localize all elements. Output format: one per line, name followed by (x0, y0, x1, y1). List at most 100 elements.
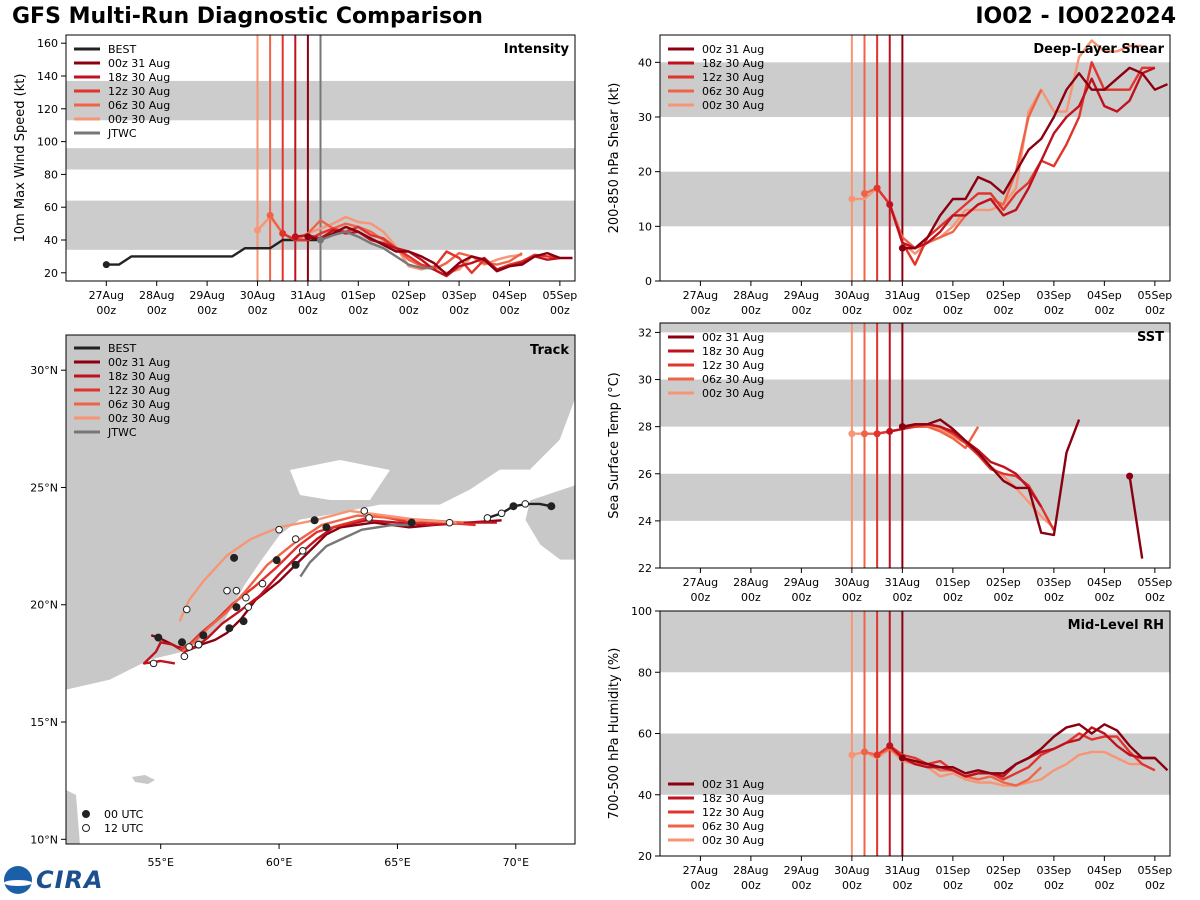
rh-xtick-label: 00z (1145, 879, 1165, 892)
gulf-water (290, 460, 390, 500)
intensity-panel: 20 40 60 80 100 120 140 160 27Aug 00z 28Aug 00z 29Au… (13, 34, 577, 317)
track-legend-label: BEST (108, 342, 136, 355)
rh-series-line (902, 723, 1169, 775)
track-xtick-label: 60°E (266, 856, 292, 869)
intensity-xtick-label: 27Aug (89, 289, 124, 302)
track-marker-12utc (180, 652, 189, 661)
land-mass (66, 790, 80, 844)
sst-band (660, 323, 1170, 333)
track-xtick-label: 65°E (384, 856, 410, 869)
rh-xtick-label: 00z (842, 879, 862, 892)
track-marker-12utc (244, 603, 253, 611)
shear-xtick-label: 30Aug (834, 289, 869, 302)
track-frame (65, 334, 576, 845)
shear-xtick-label: 27Aug (683, 289, 718, 302)
shear-series-start-dot (898, 244, 906, 252)
shear-ytick-label: 0 (645, 275, 652, 288)
rh-xtick-label: 04Sep (1087, 864, 1122, 877)
sst-xtick-label: 00z (1145, 591, 1165, 604)
sst-ytick-label: 30 (638, 374, 652, 387)
intensity-series-start-dot (102, 261, 110, 269)
intensity-plot-area (66, 35, 575, 281)
shear-series-start-dot (848, 195, 856, 203)
rh-xtick-label: 05Sep (1137, 864, 1172, 877)
sst-series-start-dot (848, 430, 856, 438)
track-marker-12utc (223, 586, 231, 595)
rh-xtick-label: 00z (892, 879, 912, 892)
sst-xtick-label: 00z (943, 591, 963, 604)
track-title: Track (530, 343, 569, 358)
intensity-ylabel: 10m Max Wind Speed (kt) (13, 74, 28, 243)
intensity-xtick-label: 04Sep (492, 289, 527, 302)
intensity-legend-label: 00z 30 Aug (108, 113, 170, 126)
shear-xtick-label: 05Sep (1137, 289, 1172, 302)
sst-xtick-label: 00z (842, 591, 862, 604)
shear-ytick-label: 30 (638, 111, 652, 124)
track-line (299, 523, 410, 578)
rh-xtick-label: 03Sep (1036, 864, 1071, 877)
rh-ytick-label: 20 (638, 850, 652, 863)
storm-id: IO02 - IO022024 (975, 4, 1176, 29)
intensity-series-start-dot (266, 211, 274, 219)
intensity-series-start-dot (291, 233, 299, 241)
shear-xtick-label: 00z (1145, 304, 1165, 317)
intensity-xtick-label: 00z (399, 304, 419, 317)
rh-xtick-label: 00z (993, 879, 1013, 892)
shear-plot-area (660, 35, 1170, 281)
intensity-series-start-dot (254, 226, 262, 234)
sst-series-start-dot (1126, 472, 1134, 480)
sst-series-start-dot (886, 427, 894, 435)
intensity-frame (65, 34, 576, 282)
intensity-ytick-label: 140 (37, 70, 58, 83)
rh-xtick-label: 30Aug (834, 864, 869, 877)
shear-xtick-label: 00z (993, 304, 1013, 317)
shear-ytick-label: 10 (638, 220, 652, 233)
intensity-xtick-label: 30Aug (240, 289, 275, 302)
sst-xtick-label: 00z (741, 591, 761, 604)
sst-plot-area (660, 323, 1170, 568)
rh-legend-label: 00z 31 Aug (702, 778, 764, 791)
track-marker-12utc (445, 518, 454, 527)
track-marker-00utc (322, 523, 331, 532)
track-marker-12utc (521, 500, 530, 508)
rh-plot-area (660, 611, 1170, 856)
track-marker-12utc (275, 525, 283, 534)
track-marker-12utc (182, 605, 191, 614)
shear-xtick-label: 00z (691, 304, 711, 317)
track-legend-label: 00z 31 Aug (108, 356, 170, 369)
intensity-title: Intensity (504, 42, 570, 57)
intensity-ytick-label: 120 (37, 103, 58, 116)
sst-ylabel: Sea Surface Temp (°C) (607, 372, 622, 519)
shear-xtick-label: 29Aug (784, 289, 819, 302)
sst-title: SST (1137, 330, 1164, 345)
intensity-series-line (320, 230, 434, 270)
intensity-xtick-label: 00z (197, 304, 217, 317)
intensity-ytick-label: 160 (37, 37, 58, 50)
sst-xtick-label: 00z (892, 591, 912, 604)
sst-series-start-dot (873, 430, 881, 438)
rh-xtick-label: 00z (1094, 879, 1114, 892)
sst-series-start-dot (898, 423, 906, 431)
rh-series-start-dot (898, 754, 906, 762)
intensity-legend-label: 06z 30 Aug (108, 99, 170, 112)
sst-xtick-label: 00z (993, 591, 1013, 604)
rh-legend-label: 18z 30 Aug (702, 792, 764, 805)
intensity-series-line (106, 238, 321, 266)
rh-series-start-dot (848, 751, 856, 759)
shear-title: Deep-Layer Shear (1033, 42, 1164, 57)
island (132, 775, 155, 784)
track-marker-00utc (178, 638, 187, 647)
track-ytick-label: 20°N (30, 599, 58, 612)
sst-legend-label: 18z 30 Aug (702, 345, 764, 358)
shear-xtick-label: 31Aug (885, 289, 920, 302)
track-panel: 55°E 60°E 65°E 70°E 10°N 15°N 20°N 25°N 30°N Trac… (30, 334, 576, 869)
track-marker-12utc (298, 546, 307, 555)
sst-ytick-label: 24 (638, 515, 652, 528)
intensity-legend-label: 00z 31 Aug (108, 57, 170, 70)
rh-xtick-label: 02Sep (986, 864, 1021, 877)
intensity-xtick-label: 00z (449, 304, 469, 317)
intensity-ytick-label: 80 (44, 168, 58, 181)
track-marker-00utc (225, 624, 234, 633)
shear-legend-label: 12z 30 Aug (702, 71, 764, 84)
